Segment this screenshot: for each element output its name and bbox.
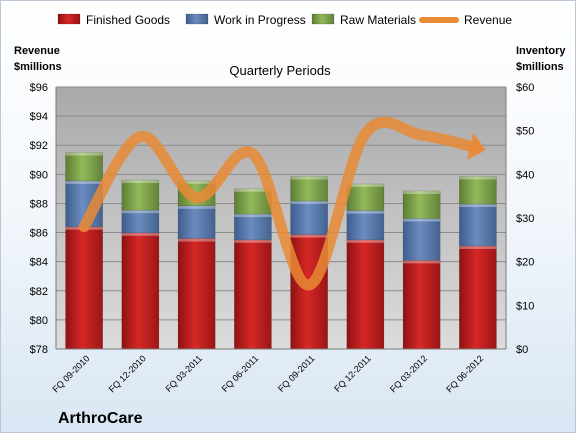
bar-segment-highlight <box>403 260 441 264</box>
legend-label: Revenue <box>464 13 512 27</box>
category-label: FQ 12-2011 <box>332 353 373 394</box>
bar-finished-goods <box>402 260 441 350</box>
bar-segment-highlight <box>459 204 497 208</box>
bar-segment-highlight <box>121 232 159 236</box>
right-tick-label: $50 <box>516 126 534 138</box>
bar-finished-goods <box>121 232 160 350</box>
left-tick-label: $92 <box>30 140 48 152</box>
legend: Finished Goods Work in Progress Raw Materi… <box>57 13 512 27</box>
bar-finished-goods <box>177 238 216 350</box>
bar-segment-highlight <box>346 183 384 187</box>
category-label: FQ 09-2010 <box>51 353 92 394</box>
left-axis-title-line2: $millions <box>14 61 62 73</box>
bar-segment-highlight <box>234 214 272 218</box>
legend-label: Work in Progress <box>214 13 306 27</box>
left-tick-label: $94 <box>30 111 48 123</box>
bar-segment-highlight <box>178 238 216 242</box>
right-axis-title-line2: $millions <box>516 61 564 73</box>
bar-finished-goods <box>234 239 272 350</box>
left-tick-label: $86 <box>30 228 48 240</box>
right-tick-label: $20 <box>516 257 534 269</box>
bar-segment-highlight <box>121 210 159 214</box>
legend-swatch <box>185 13 209 25</box>
right-tick-label: $40 <box>516 169 534 181</box>
left-tick-label: $82 <box>30 286 48 298</box>
bar-raw-materials <box>402 190 441 219</box>
legend-swatch <box>311 13 335 25</box>
category-label: FQ 03-2012 <box>388 353 429 394</box>
bar-segment-highlight <box>234 239 272 243</box>
bar-raw-materials <box>290 176 328 202</box>
bar-segment-highlight <box>459 176 497 180</box>
left-tick-label: $78 <box>30 344 48 356</box>
bar-segment-highlight <box>65 180 103 184</box>
bar-work-in-progress <box>290 200 328 235</box>
bars-layer <box>65 152 497 350</box>
bar-segment-highlight <box>403 190 441 194</box>
bar-raw-materials <box>346 183 385 211</box>
right-tick-label: $60 <box>516 82 534 94</box>
category-label: FQ 06-2012 <box>444 353 485 394</box>
bar-raw-materials <box>121 179 160 211</box>
bar-segment-highlight <box>403 218 441 222</box>
revenue-arrowhead <box>466 132 486 160</box>
right-tick-label: $0 <box>516 344 528 356</box>
bar-finished-goods <box>65 226 103 350</box>
legend-label: Raw Materials <box>340 13 416 27</box>
bar-work-in-progress <box>459 203 497 247</box>
bar-raw-materials <box>65 152 103 182</box>
left-tick-label: $96 <box>30 82 48 94</box>
legend-swatch <box>57 13 81 25</box>
bar-finished-goods <box>346 239 385 350</box>
bar-segment-highlight <box>178 205 216 209</box>
bar-segment-highlight <box>234 188 272 192</box>
left-tick-label: $88 <box>30 198 48 210</box>
chart-subtitle: Quarterly Periods <box>229 63 331 78</box>
bar-segment-highlight <box>178 180 216 184</box>
revenue-line-layer <box>78 116 486 291</box>
category-label: FQ 09-2011 <box>276 353 317 394</box>
bar-work-in-progress <box>402 218 441 261</box>
bar-segment-highlight <box>290 176 328 180</box>
bar-segment-highlight <box>290 200 328 204</box>
left-tick-label: $80 <box>30 315 48 327</box>
bar-work-in-progress <box>346 210 385 241</box>
left-tick-label: $90 <box>30 169 48 181</box>
category-label: FQ 06-2011 <box>220 353 261 394</box>
right-axis-title-line1: Inventory <box>516 45 566 57</box>
bar-work-in-progress <box>177 205 216 239</box>
right-tick-label: $30 <box>516 213 534 225</box>
revenue-line <box>78 116 484 291</box>
left-axis-title-line1: Revenue <box>14 45 60 57</box>
bar-segment-highlight <box>346 210 384 214</box>
category-label: FQ 03-2011 <box>163 353 204 394</box>
bar-segment-highlight <box>346 239 384 243</box>
bar-finished-goods <box>459 245 497 350</box>
bar-raw-materials <box>459 176 497 205</box>
legend-label: Finished Goods <box>86 13 170 27</box>
bar-segment-highlight <box>459 245 497 249</box>
category-label: FQ 12-2010 <box>107 353 148 394</box>
left-tick-label: $84 <box>30 257 48 269</box>
company-name: ArthroCare <box>58 410 143 427</box>
bar-work-in-progress <box>234 213 272 241</box>
right-tick-label: $10 <box>516 300 534 312</box>
bar-segment-highlight <box>290 234 328 238</box>
bar-segment-highlight <box>121 180 159 184</box>
bar-segment-highlight <box>65 152 103 156</box>
bar-work-in-progress <box>121 209 160 234</box>
